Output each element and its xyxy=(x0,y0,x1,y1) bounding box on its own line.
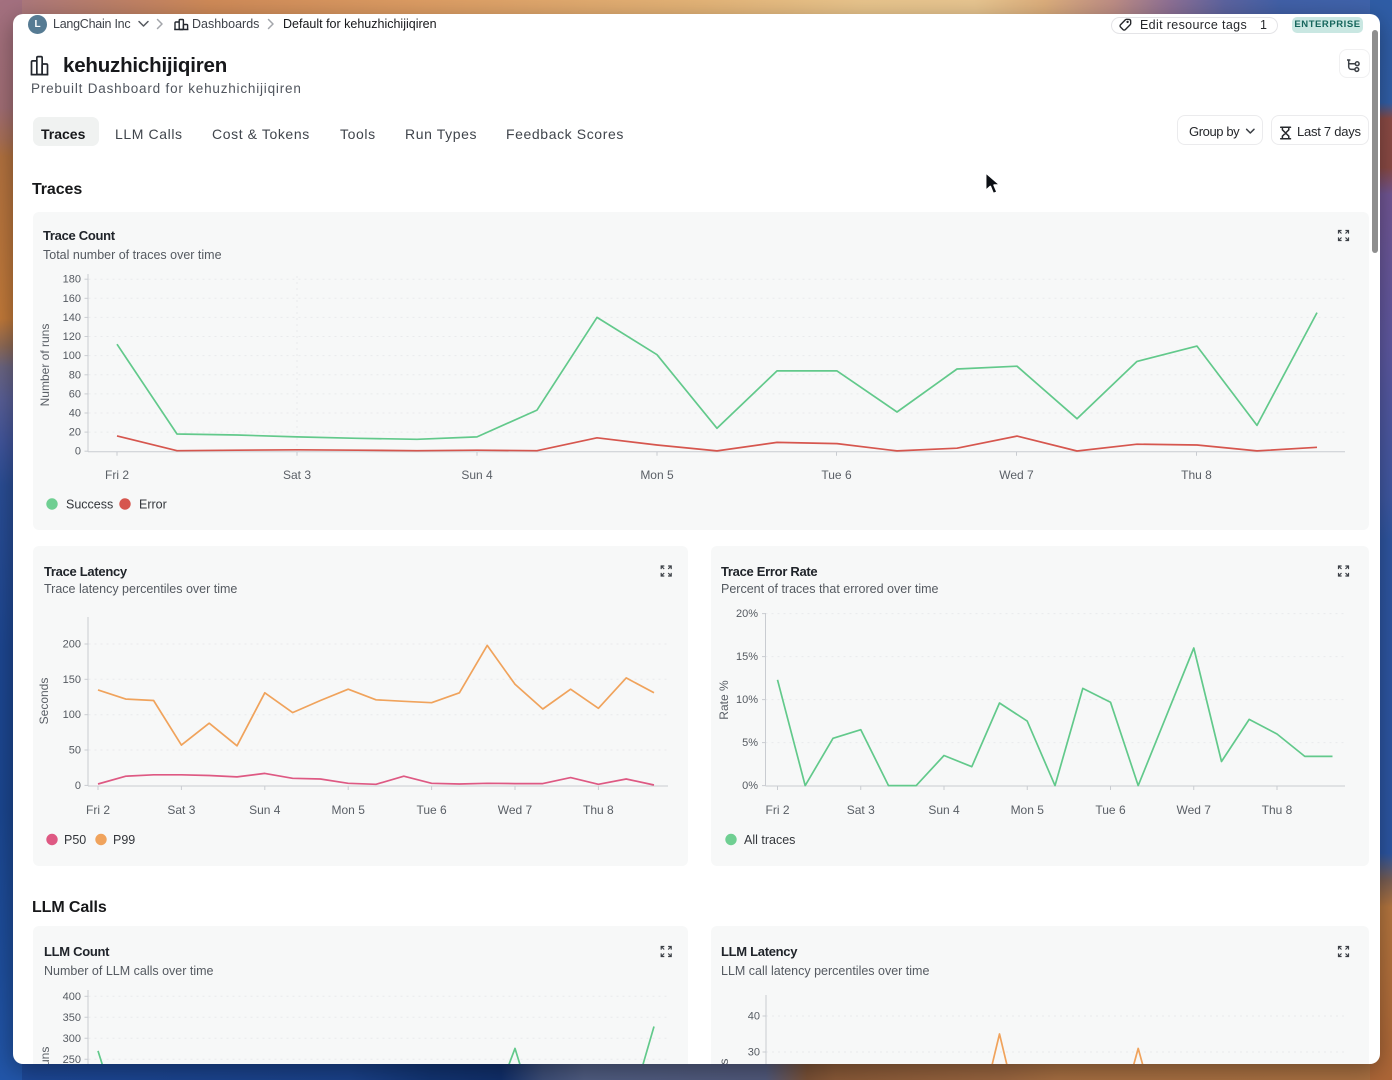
svg-text:Number of runs: Number of runs xyxy=(38,1047,52,1064)
svg-text:Mon 5: Mon 5 xyxy=(332,803,366,817)
svg-text:0: 0 xyxy=(75,780,81,792)
svg-text:300: 300 xyxy=(63,1033,81,1045)
svg-text:Thu 8: Thu 8 xyxy=(1181,468,1212,482)
svg-text:120: 120 xyxy=(63,331,81,343)
svg-text:Success: Success xyxy=(66,498,113,512)
svg-text:160: 160 xyxy=(63,293,81,305)
svg-text:Seconds: Seconds xyxy=(37,678,51,725)
svg-text:Rate %: Rate % xyxy=(717,680,731,720)
svg-text:400: 400 xyxy=(63,991,81,1003)
svg-text:100: 100 xyxy=(63,709,81,721)
svg-text:Sun 4: Sun 4 xyxy=(249,803,281,817)
svg-text:0: 0 xyxy=(75,446,81,458)
svg-text:Fri 2: Fri 2 xyxy=(86,803,110,817)
svg-text:30: 30 xyxy=(748,1047,760,1059)
svg-text:5%: 5% xyxy=(742,737,758,749)
svg-text:40: 40 xyxy=(748,1011,760,1023)
svg-text:180: 180 xyxy=(63,274,81,286)
svg-text:0%: 0% xyxy=(742,780,758,792)
svg-text:Seconds: Seconds xyxy=(717,1059,731,1064)
svg-text:50: 50 xyxy=(69,745,81,757)
svg-text:Tue 6: Tue 6 xyxy=(1095,803,1126,817)
svg-text:Error: Error xyxy=(139,498,167,512)
svg-text:40: 40 xyxy=(69,408,81,420)
svg-text:20%: 20% xyxy=(736,608,758,620)
svg-text:10%: 10% xyxy=(736,694,758,706)
svg-text:Tue 6: Tue 6 xyxy=(821,468,852,482)
svg-text:Sat 3: Sat 3 xyxy=(283,468,311,482)
svg-text:200: 200 xyxy=(63,639,81,651)
svg-text:Tue 6: Tue 6 xyxy=(416,803,447,817)
svg-text:P50: P50 xyxy=(64,833,86,847)
svg-text:Fri 2: Fri 2 xyxy=(766,803,790,817)
svg-text:Thu 8: Thu 8 xyxy=(1262,803,1293,817)
svg-text:Wed 7: Wed 7 xyxy=(999,468,1034,482)
svg-text:60: 60 xyxy=(69,388,81,400)
svg-text:All traces: All traces xyxy=(744,833,795,847)
svg-text:140: 140 xyxy=(63,312,81,324)
svg-text:Number of runs: Number of runs xyxy=(38,324,52,407)
svg-text:150: 150 xyxy=(63,674,81,686)
svg-text:20: 20 xyxy=(69,427,81,439)
svg-text:100: 100 xyxy=(63,350,81,362)
svg-text:80: 80 xyxy=(69,369,81,381)
svg-text:P99: P99 xyxy=(113,833,135,847)
svg-text:Mon 5: Mon 5 xyxy=(1011,803,1045,817)
svg-text:Fri 2: Fri 2 xyxy=(105,468,129,482)
svg-text:Mon 5: Mon 5 xyxy=(640,468,674,482)
svg-text:Wed 7: Wed 7 xyxy=(498,803,533,817)
svg-text:Wed 7: Wed 7 xyxy=(1177,803,1212,817)
svg-text:15%: 15% xyxy=(736,651,758,663)
svg-text:Sun 4: Sun 4 xyxy=(461,468,493,482)
svg-text:Sat 3: Sat 3 xyxy=(847,803,875,817)
svg-text:Thu 8: Thu 8 xyxy=(583,803,614,817)
svg-text:250: 250 xyxy=(63,1054,81,1064)
svg-text:350: 350 xyxy=(63,1012,81,1024)
svg-text:Sun 4: Sun 4 xyxy=(928,803,960,817)
svg-text:Sat 3: Sat 3 xyxy=(167,803,195,817)
